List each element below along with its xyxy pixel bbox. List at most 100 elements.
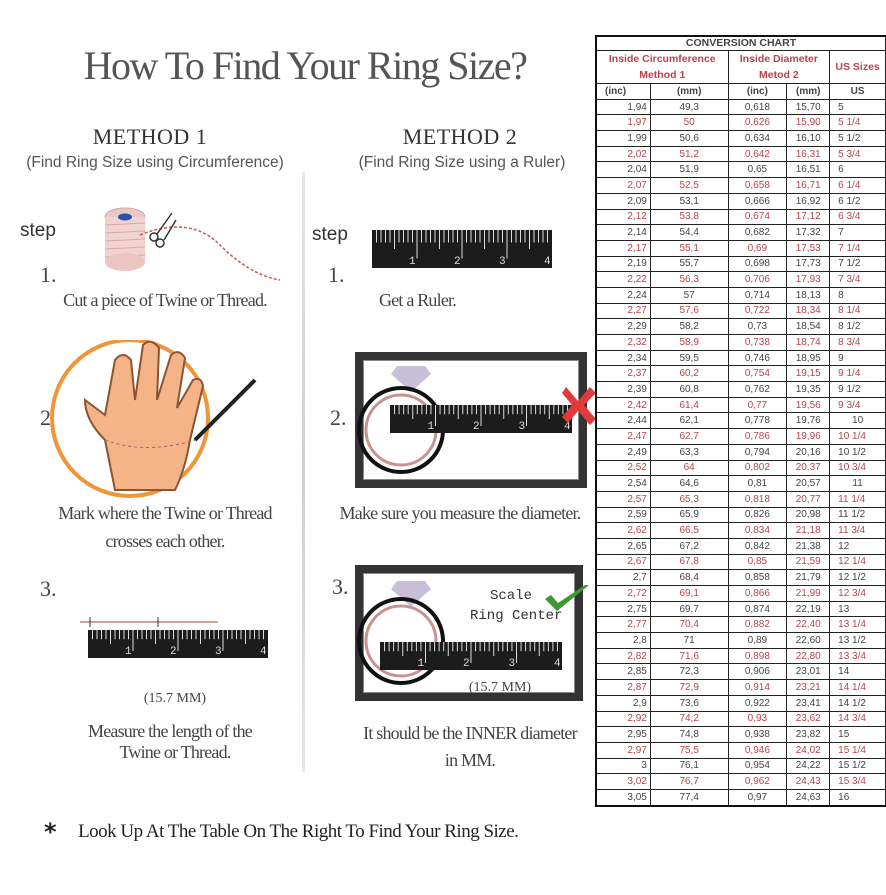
table-cell: 6 xyxy=(829,161,886,179)
table-row: 2,72 69,1 0,866 21,99 12 3/4 xyxy=(596,585,886,602)
table-row: 2,59 65,9 0,826 20,98 11 1/2 xyxy=(596,506,886,524)
table-cell: 0,642 xyxy=(727,145,788,163)
table-cell: 17,73 xyxy=(786,255,831,273)
table-row: 3,05 77,4 0,97 24,63 16 xyxy=(596,788,886,806)
table-cell: 18,13 xyxy=(786,286,831,304)
method1-step1-number: 1. xyxy=(40,262,57,287)
table-cell: 0,682 xyxy=(727,224,788,241)
ruler-tick-label: 4 xyxy=(544,256,551,268)
table-cell: 57,6 xyxy=(649,302,729,320)
table-cell: 5 1/2 xyxy=(829,130,886,147)
method2-step3-number: 3. xyxy=(332,574,349,599)
table-cell: 24,43 xyxy=(786,773,831,790)
table-row: 2,82 71,6 0,898 22,80 13 3/4 xyxy=(596,647,886,665)
table-cell: 2,75 xyxy=(596,600,651,618)
table-cell: 2,32 xyxy=(596,334,651,351)
table-cell: 2,22 xyxy=(596,271,651,288)
table-cell: 0,714 xyxy=(727,286,788,304)
table-cell: 2,92 xyxy=(596,710,651,728)
footer-note: * Look Up At The Table On The Right To Fi… xyxy=(44,818,519,846)
table-cell: 6 3/4 xyxy=(829,208,886,226)
table-cell: 0,77 xyxy=(727,396,788,414)
table-cell: 0,618 xyxy=(727,98,788,116)
table-cell: 19,96 xyxy=(786,428,831,445)
table-cell: 2,14 xyxy=(596,224,651,241)
ruler-tick-label: 3 xyxy=(509,658,516,670)
method1-step3-caption-line1: Measure the length of the xyxy=(88,721,253,741)
table-cell: 2,47 xyxy=(596,428,651,445)
method2-step2-number: 2. xyxy=(330,405,347,430)
table-row: 2,87 72,9 0,914 23,21 14 1/4 xyxy=(596,679,886,696)
table-row: 2,95 74,8 0,938 23,82 15 xyxy=(596,726,886,743)
table-cell: 3 xyxy=(596,757,651,775)
table-cell: 14 3/4 xyxy=(829,710,886,728)
table-cell: 77,4 xyxy=(649,788,729,806)
table-cell: 0,762 xyxy=(727,381,788,398)
table-cell: 17,53 xyxy=(786,239,831,257)
table-cell: 76,1 xyxy=(649,757,729,775)
check-icon xyxy=(545,585,589,611)
table-cell: 67,2 xyxy=(649,537,729,555)
table-cell: 51,9 xyxy=(649,161,729,179)
table-cell: 69,7 xyxy=(649,600,729,618)
table-cell: 58,9 xyxy=(649,334,729,351)
table-cell: 20,16 xyxy=(786,443,831,461)
table-cell: 1,97 xyxy=(596,114,651,132)
table-cell: 9 1/4 xyxy=(829,365,886,383)
table-cell: 18,54 xyxy=(786,318,831,335)
table-cell: 53,1 xyxy=(649,192,729,210)
table-cell: 18,34 xyxy=(786,302,831,320)
table-cell: 52,5 xyxy=(649,177,729,194)
table-cell: 0,65 xyxy=(727,161,788,179)
table-cell: 23,62 xyxy=(786,710,831,728)
table-cell: 13 3/4 xyxy=(829,647,886,665)
table-cell: 16,51 xyxy=(786,161,831,179)
table-row: 2,92 74,2 0,93 23,62 14 3/4 xyxy=(596,710,886,728)
table-cell: 21,18 xyxy=(786,522,831,539)
table-row: 2,07 52,5 0,658 16,71 6 1/4 xyxy=(596,177,886,194)
table-cell: 0,746 xyxy=(727,349,788,367)
table-row: 2,32 58,9 0,738 18,74 8 3/4 xyxy=(596,334,886,351)
method1-step3-number: 3. xyxy=(40,576,57,601)
table-cell: 0,826 xyxy=(727,506,788,524)
table-cell: 63,3 xyxy=(649,443,729,461)
table-cell: 20,37 xyxy=(786,459,831,477)
hand-measure-icon xyxy=(50,340,257,498)
table-cell: 0,858 xyxy=(727,569,788,586)
table-cell: 0,842 xyxy=(727,537,788,555)
table-cell: 22,40 xyxy=(786,616,831,634)
method-divider xyxy=(302,172,305,772)
method1-step3-caption-line2: Twine or Thread. xyxy=(119,742,231,762)
table-cell: 16,71 xyxy=(786,177,831,194)
table-cell: 0,674 xyxy=(727,208,788,226)
ruler-method2-step1: 1 2 3 4 xyxy=(372,230,552,273)
table-row: 2,85 72,3 0,906 23,01 14 xyxy=(596,663,886,681)
ring-icon xyxy=(357,581,445,685)
table-row: 2,17 55,1 0,69 17,53 7 1/4 xyxy=(596,239,886,257)
table-row: 2,04 51,9 0,65 16,51 6 xyxy=(596,161,886,179)
table-cell: 58,2 xyxy=(649,318,729,335)
table-cell: 15 1/2 xyxy=(829,757,886,775)
table-cell: 2,72 xyxy=(596,585,651,602)
table-row: 2,49 63,3 0,794 20,16 10 1/2 xyxy=(596,443,886,461)
table-row: 2,22 56,3 0,706 17,93 7 3/4 xyxy=(596,271,886,288)
method1-step-label: step xyxy=(20,220,56,241)
table-row: 2,9 73,6 0,922 23,41 14 1/2 xyxy=(596,694,886,712)
table-row: 2,12 53,8 0,674 17,12 6 3/4 xyxy=(596,208,886,226)
table-cell: 20,77 xyxy=(786,490,831,508)
table-cell: 0,93 xyxy=(727,710,788,728)
table-cell: 64,6 xyxy=(649,475,729,492)
table-row: 1,97 50 0,626 15,90 5 1/4 xyxy=(596,114,886,132)
table-cell: 50,6 xyxy=(649,130,729,147)
table-cell: 57 xyxy=(649,286,729,304)
table-cell: 2,85 xyxy=(596,663,651,681)
table-cell: 0,906 xyxy=(727,663,788,681)
table-cell: 13 xyxy=(829,600,886,618)
ruler-tick-label: 2 xyxy=(454,256,461,268)
table-cell: 2,57 xyxy=(596,490,651,508)
table-cell: 0,794 xyxy=(727,443,788,461)
column-header: US xyxy=(829,83,886,100)
table-cell: 15 3/4 xyxy=(829,773,886,790)
table-cell: 15,70 xyxy=(786,98,831,116)
table-row: 2,97 75,5 0,946 24,02 15 1/4 xyxy=(596,741,886,759)
